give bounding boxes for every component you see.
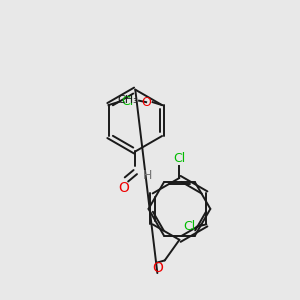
Text: CH₃: CH₃ xyxy=(118,95,139,105)
Text: O: O xyxy=(119,181,130,195)
Text: Cl: Cl xyxy=(173,152,186,165)
Text: Cl: Cl xyxy=(183,220,195,233)
Text: O: O xyxy=(142,96,152,109)
Text: H: H xyxy=(142,169,152,182)
Text: O: O xyxy=(152,261,163,275)
Text: Cl: Cl xyxy=(121,95,133,108)
